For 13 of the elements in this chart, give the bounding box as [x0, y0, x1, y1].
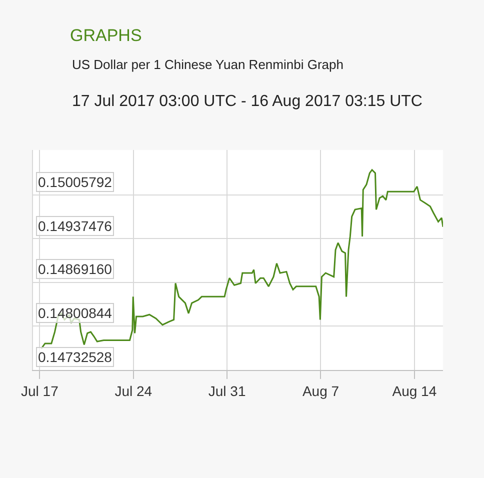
x-tick-label: Aug 14 [392, 382, 437, 399]
y-tick-label: 0.14937476 [38, 218, 112, 234]
text: 17 Jul 2017 03:00 UTC - 16 Aug 2017 03:15 UTC [72, 93, 422, 110]
y-tick-label: 0.15005792 [38, 174, 112, 190]
x-tick-label: Jul 31 [208, 382, 246, 399]
y-tick-label: 0.14869160 [38, 261, 112, 277]
x-tick-label: Jul 24 [114, 382, 152, 399]
chart-title: GRAPHS [70, 26, 142, 45]
x-tick-label: Aug 7 [302, 382, 340, 399]
chart-subtitle: US Dollar per 1 Chinese Yuan Renminbi Graph [72, 57, 344, 72]
y-tick-label: 0.14732528 [38, 349, 112, 365]
x-tick-label: Jul 17 [21, 382, 59, 399]
y-tick-label: 0.14800844 [38, 305, 112, 321]
